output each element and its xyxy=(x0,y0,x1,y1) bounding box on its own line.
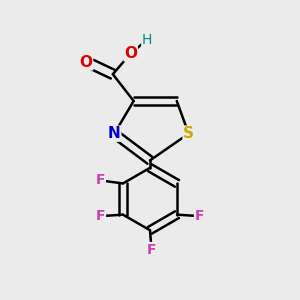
Text: S: S xyxy=(183,126,194,141)
Text: F: F xyxy=(96,173,105,188)
Text: F: F xyxy=(96,209,105,223)
Text: H: H xyxy=(142,33,152,47)
Text: F: F xyxy=(147,243,156,256)
Text: N: N xyxy=(108,126,121,141)
Text: O: O xyxy=(80,55,93,70)
Text: O: O xyxy=(124,46,137,61)
Text: F: F xyxy=(195,209,204,223)
